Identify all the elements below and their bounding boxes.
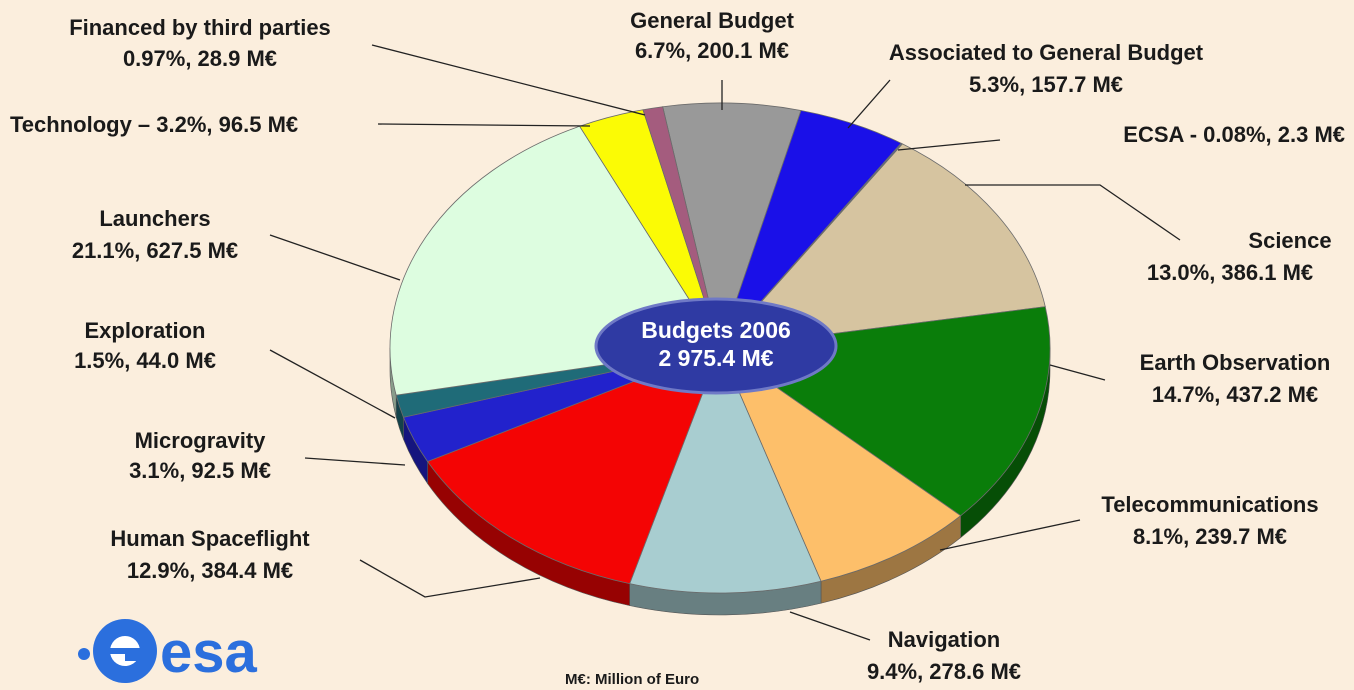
center-total: 2 975.4 M€ [658,345,773,371]
slice-science [718,143,1046,349]
slice-general-budget [662,102,802,350]
leader-line-exploration [269,349,396,419]
esa-logo: esa [78,619,258,685]
slice-value-science: 13.0%, 386.1 M€ [1147,260,1313,285]
slice-label-general-budget: General Budget [630,8,794,33]
pie-slices-layer [389,102,1051,594]
slice-label-human-spaceflight: Human Spaceflight [110,526,310,551]
center-title: Budgets 2006 [641,317,791,343]
slice-label-telecommunications: Telecommunications [1101,492,1318,517]
leader-line-technology [377,123,591,127]
slice-value-telecommunications: 8.1%, 239.7 M€ [1133,524,1287,549]
slice-label-exploration: Exploration [84,318,205,343]
leader-line-ecsa [897,139,1001,151]
leader-line-science [965,184,1181,241]
leader-line-telecommunications [939,519,1081,551]
leader-line-associated-to-general-budget [847,79,891,129]
leader-line-human-spaceflight [359,559,541,598]
leader-line-navigation [789,611,871,641]
slice-label-technology: Technology – 3.2%, 96.5 M€ [10,112,298,137]
slice-label-launchers: Launchers [99,206,210,231]
slice-navigation [629,346,822,594]
esa-logo-icon [78,619,157,683]
slice-label-ecsa: ECSA - 0.08%, 2.3 M€ [1123,122,1345,147]
leader-lines-layer [269,44,1181,641]
slice-value-exploration: 1.5%, 44.0 M€ [74,348,216,373]
center-badge-ellipse [594,297,838,395]
slice-value-associated-to-general-budget: 5.3%, 157.7 M€ [969,72,1123,97]
slice-value-general-budget: 6.7%, 200.1 M€ [635,38,789,63]
slice-value-earth-observation: 14.7%, 437.2 M€ [1152,382,1318,407]
leader-line-earth-observation [1049,364,1106,381]
leader-line-launchers [269,234,401,281]
slice-labels-layer: General Budget 6.7%, 200.1 M€ Associated t… [10,8,1345,684]
slice-label-microgravity: Microgravity [135,428,267,453]
slice-value-human-spaceflight: 12.9%, 384.4 M€ [127,558,293,583]
slice-label-earth-observation: Earth Observation [1140,350,1331,375]
center-badge: Budgets 2006 2 975.4 M€ [594,297,838,395]
slice-financed-by-third-parties [642,106,721,349]
slice-label-science: Science [1248,228,1331,253]
slice-label-associated-to-general-budget: Associated to General Budget [889,40,1204,65]
slice-telecommunications [719,346,962,582]
slice-human-spaceflight [426,347,721,585]
slice-value-financed-by-third-parties: 0.97%, 28.9 M€ [123,46,277,71]
slice-value-navigation: 9.4%, 278.6 M€ [867,659,1021,684]
slice-value-launchers: 21.1%, 627.5 M€ [72,238,238,263]
esa-logo-text: esa [160,620,258,685]
slice-value-microgravity: 3.1%, 92.5 M€ [129,458,271,483]
leader-line-financed-by-third-parties [371,44,646,116]
leader-line-microgravity [304,457,406,466]
slice-label-navigation: Navigation [888,627,1000,652]
footnote: M€: Million of Euro [565,671,699,688]
slice-label-financed-by-third-parties: Financed by third parties [69,15,331,40]
